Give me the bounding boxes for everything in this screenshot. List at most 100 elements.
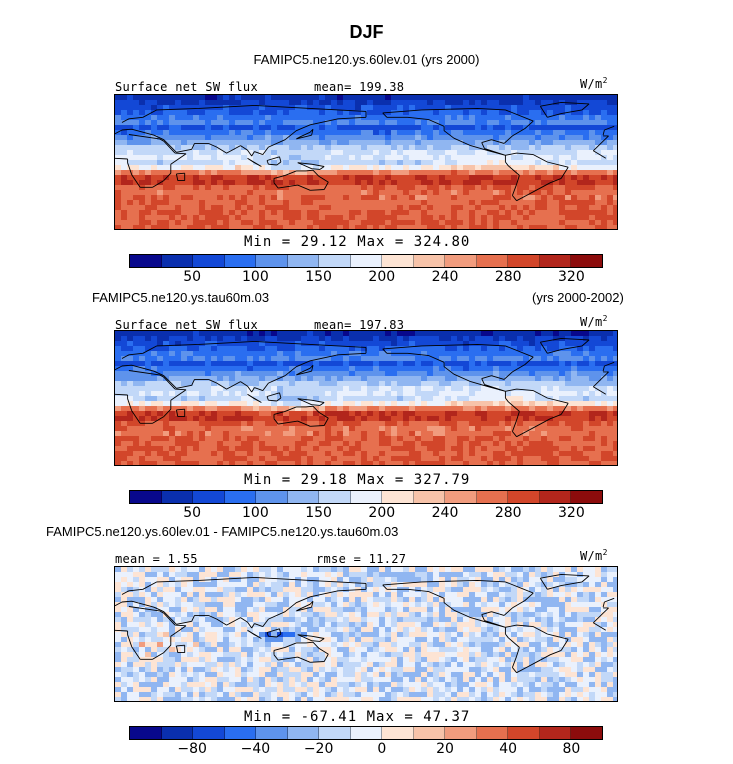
field-cell <box>283 587 290 593</box>
field-cell <box>247 346 254 352</box>
field-cell <box>187 572 194 578</box>
field-cell <box>577 356 584 362</box>
field-cell <box>463 386 470 392</box>
field-cell <box>277 165 284 171</box>
field-cell <box>115 125 122 131</box>
field-cell <box>301 411 308 417</box>
field-cell <box>235 145 242 151</box>
field-cell <box>601 411 608 417</box>
field-cell <box>583 346 590 352</box>
field-cell <box>151 406 158 412</box>
field-cell <box>271 190 278 196</box>
field-cell <box>559 145 566 151</box>
field-cell <box>217 130 224 136</box>
field-cell <box>469 155 476 161</box>
field-cell <box>337 115 344 121</box>
field-cell <box>211 135 218 141</box>
field-cell <box>271 105 278 111</box>
field-cell <box>307 225 314 229</box>
field-cell <box>217 190 224 196</box>
field-cell <box>577 436 584 442</box>
field-cell <box>313 210 320 216</box>
field-cell <box>421 120 428 126</box>
field-cell <box>271 446 278 452</box>
field-cell <box>337 205 344 211</box>
field-cell <box>355 150 362 156</box>
field-cell <box>397 135 404 141</box>
field-cell <box>259 155 266 161</box>
field-cell <box>397 205 404 211</box>
field-cell <box>367 371 374 377</box>
field-cell <box>325 135 332 141</box>
field-cell <box>475 451 482 457</box>
field-cell <box>421 441 428 447</box>
field-cell <box>469 431 476 437</box>
field-cell <box>397 95 404 101</box>
field-cell <box>541 361 548 367</box>
field-cell <box>193 331 200 337</box>
field-cell <box>355 572 362 578</box>
field-cell <box>451 200 458 206</box>
field-cell <box>427 371 434 377</box>
field-cell <box>427 572 434 578</box>
field-cell <box>547 170 554 176</box>
field-cell <box>487 160 494 166</box>
field-cell <box>481 215 488 221</box>
field-cell <box>145 577 152 583</box>
field-cell <box>475 200 482 206</box>
field-cell <box>559 411 566 417</box>
field-cell <box>547 341 554 347</box>
field-cell <box>361 346 368 352</box>
field-cell <box>229 567 236 573</box>
field-cell <box>505 180 512 186</box>
field-cell <box>229 135 236 141</box>
field-cell <box>211 381 218 387</box>
field-cell <box>505 200 512 206</box>
field-cell <box>481 105 488 111</box>
field-cell <box>187 587 194 593</box>
field-cell <box>445 391 452 397</box>
field-cell <box>175 587 182 593</box>
field-cell <box>391 215 398 221</box>
field-cell <box>547 155 554 161</box>
field-cell <box>433 115 440 121</box>
field-cell <box>433 210 440 216</box>
field-cell <box>115 587 122 593</box>
field-cell <box>229 346 236 352</box>
field-cell <box>127 346 134 352</box>
field-cell <box>259 371 266 377</box>
field-cell <box>427 190 434 196</box>
field-cell <box>505 386 512 392</box>
field-cell <box>517 190 524 196</box>
field-cell <box>583 170 590 176</box>
field-cell <box>349 431 356 437</box>
field-cell <box>199 411 206 417</box>
field-cell <box>193 125 200 131</box>
field-cell <box>565 215 572 221</box>
panel1-case-label: FAMIPC5.ne120.ys.60lev.01 (yrs 2000) <box>253 52 480 67</box>
colorbar-tick-label: 320 <box>558 505 585 521</box>
field-cell <box>163 577 170 583</box>
field-cell <box>319 567 326 573</box>
field-cell <box>505 190 512 196</box>
field-cell <box>553 210 560 216</box>
field-cell <box>193 210 200 216</box>
field-cell <box>241 431 248 437</box>
field-cell <box>319 180 326 186</box>
field-cell <box>511 381 518 387</box>
field-cell <box>283 215 290 221</box>
field-cell <box>265 401 272 407</box>
field-cell <box>445 115 452 121</box>
field-cell <box>493 100 500 106</box>
field-cell <box>181 170 188 176</box>
field-cell <box>313 381 320 387</box>
field-cell <box>319 100 326 106</box>
field-cell <box>253 185 260 191</box>
colorbar-tick-label: 200 <box>368 505 396 521</box>
field-cell <box>361 441 368 447</box>
field-cell <box>313 567 320 573</box>
field-cell <box>133 416 140 422</box>
field-cell <box>385 140 392 146</box>
field-cell <box>121 130 128 136</box>
field-cell <box>529 160 536 166</box>
